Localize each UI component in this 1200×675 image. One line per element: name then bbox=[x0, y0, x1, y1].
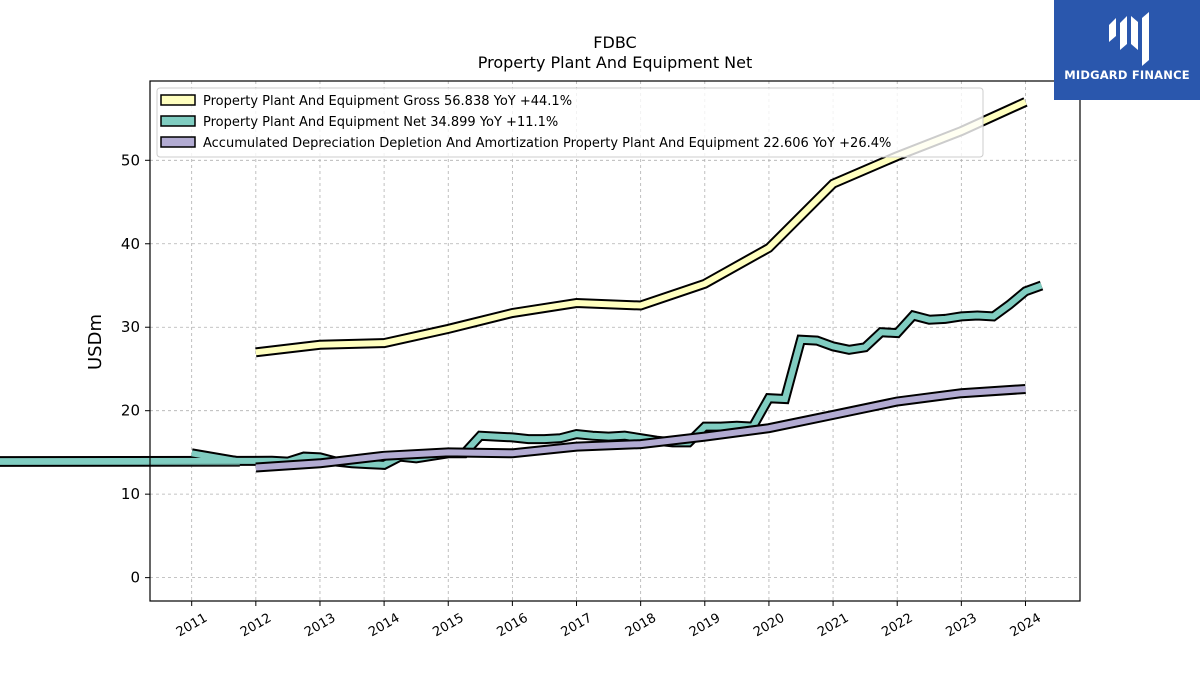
x-tick-label: 2015 bbox=[430, 611, 466, 641]
y-tick-label: 30 bbox=[121, 318, 140, 336]
y-tick-label: 20 bbox=[121, 402, 140, 420]
chart-title: FDBC bbox=[593, 33, 636, 52]
x-tick-label: 2018 bbox=[623, 611, 659, 641]
y-axis-label: USDm bbox=[85, 314, 106, 370]
legend-box bbox=[156, 87, 984, 158]
legend-entry-label: Accumulated Depreciation Depletion And A… bbox=[203, 136, 891, 151]
plot-area bbox=[149, 80, 1081, 602]
series-layer bbox=[0, 97, 1044, 473]
legend: Property Plant And Equipment Gross 56.83… bbox=[156, 87, 984, 158]
x-tick-label: 2012 bbox=[238, 611, 274, 641]
x-tick-label: 2022 bbox=[879, 611, 915, 641]
x-tick-label: 2011 bbox=[174, 611, 210, 641]
y-tick-label: 40 bbox=[121, 235, 140, 253]
x-tick-label: 2023 bbox=[944, 611, 980, 641]
legend-entry-label: Property Plant And Equipment Gross 56.83… bbox=[203, 94, 572, 109]
x-tick-label: 2019 bbox=[687, 611, 723, 641]
x-tick-label: 2014 bbox=[366, 611, 402, 641]
legend-swatch bbox=[160, 115, 196, 127]
x-tick-label: 2017 bbox=[559, 611, 595, 641]
legend-swatch bbox=[160, 94, 196, 106]
x-tick-label: 2020 bbox=[751, 611, 787, 641]
x-tick-label: 2016 bbox=[495, 611, 531, 641]
legend-entry-label: Property Plant And Equipment Net 34.899 … bbox=[203, 115, 558, 130]
midgard-logo: MIDGARD FINANCE bbox=[1054, 0, 1200, 100]
x-tick-label: 2024 bbox=[1008, 611, 1044, 641]
x-tick-label: 2021 bbox=[815, 611, 851, 641]
series-line-3 bbox=[255, 386, 1026, 471]
x-tick-label: 2013 bbox=[302, 611, 338, 641]
series-line-2 bbox=[0, 282, 1043, 468]
legend-swatch bbox=[160, 136, 196, 148]
y-tick-label: 10 bbox=[121, 485, 140, 503]
y-tick-label: 0 bbox=[130, 569, 140, 587]
grid-lines bbox=[150, 81, 1080, 601]
chart-subtitle: Property Plant And Equipment Net bbox=[478, 53, 753, 72]
logo-text: MIDGARD FINANCE bbox=[1064, 68, 1190, 82]
midgard-logo-icon bbox=[1109, 12, 1149, 66]
y-tick-label: 50 bbox=[121, 151, 140, 169]
